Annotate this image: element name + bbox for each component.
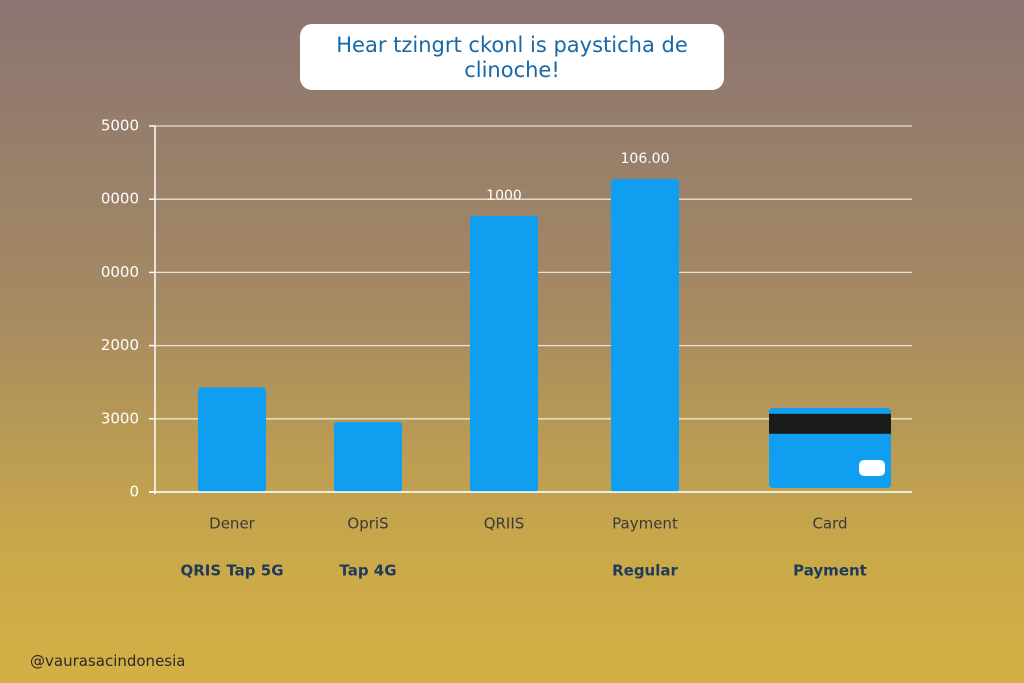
y-tick-label: 0 <box>129 483 139 501</box>
y-tick-label: 3000 <box>101 409 139 427</box>
chart-title: Hear tzingrt ckonl is paysticha de clino… <box>300 24 724 90</box>
y-tick-label: 0000 <box>101 190 139 208</box>
category-group-label: Regular <box>612 562 678 580</box>
bar <box>470 216 538 492</box>
category-group-label: Payment <box>793 562 867 580</box>
annotation: 106.00 <box>621 151 670 167</box>
x-tick-label: Payment <box>612 515 678 533</box>
card-stripe <box>769 413 891 434</box>
x-tick-label: Dener <box>209 515 256 533</box>
bar <box>611 179 679 492</box>
bar <box>198 387 266 492</box>
category-group-label: QRIS Tap 5G <box>180 562 283 580</box>
category-group-label: Tap 4G <box>339 562 396 580</box>
y-tick-label: 5000 <box>101 117 139 135</box>
x-tick-label: Card <box>812 515 847 533</box>
card-chip <box>859 460 885 476</box>
y-tick-label: 0000 <box>101 263 139 281</box>
x-tick-label: QRIIS <box>484 515 525 533</box>
x-tick-label: OpriS <box>347 515 388 533</box>
bar <box>334 422 402 492</box>
y-tick-label: 2000 <box>101 336 139 354</box>
annotation: 1000 <box>486 188 522 204</box>
watermark: @vaurasacindonesia <box>30 652 186 670</box>
